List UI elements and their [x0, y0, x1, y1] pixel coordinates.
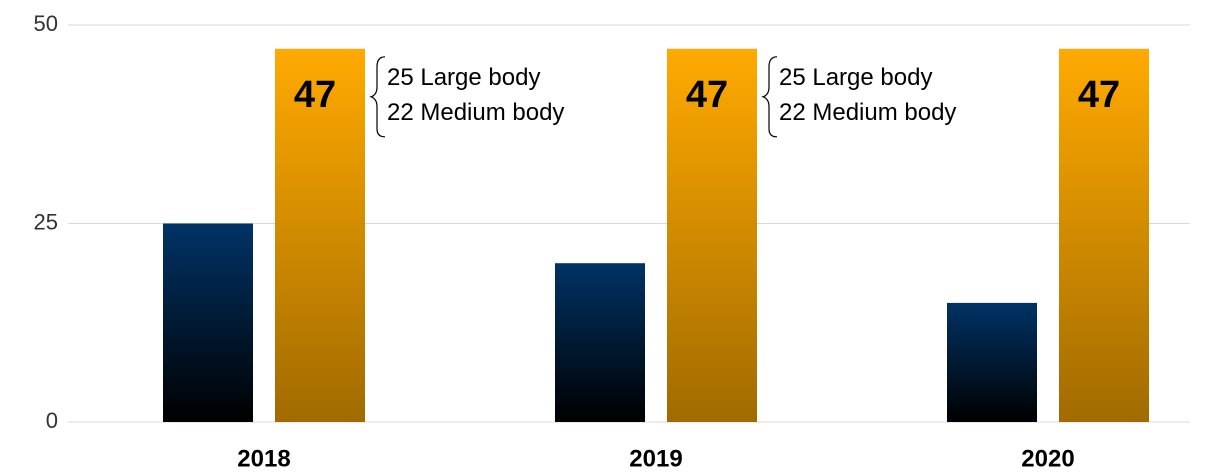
- data-label: 47: [686, 74, 728, 116]
- bar: [1059, 48, 1149, 422]
- annotation: 25 Large body: [387, 64, 540, 91]
- bar: [667, 48, 757, 422]
- x-tick-label: 2019: [629, 445, 682, 472]
- bar: [947, 302, 1037, 422]
- data-label: 47: [294, 74, 336, 116]
- bar: [275, 48, 365, 422]
- y-tick-label: 0: [46, 408, 58, 433]
- x-tick-label: 2018: [237, 445, 290, 472]
- data-label: 47: [1078, 74, 1120, 116]
- annotation: 22 Medium body: [387, 99, 564, 126]
- x-tick-label: 2020: [1021, 445, 1074, 472]
- bar: [555, 263, 645, 422]
- brace: [761, 56, 778, 138]
- bar: [163, 223, 253, 422]
- y-tick-label: 25: [34, 209, 58, 234]
- brace: [369, 56, 386, 138]
- annotation: 25 Large body: [779, 64, 932, 91]
- annotation: 22 Medium body: [779, 99, 956, 126]
- y-tick-label: 50: [34, 11, 58, 36]
